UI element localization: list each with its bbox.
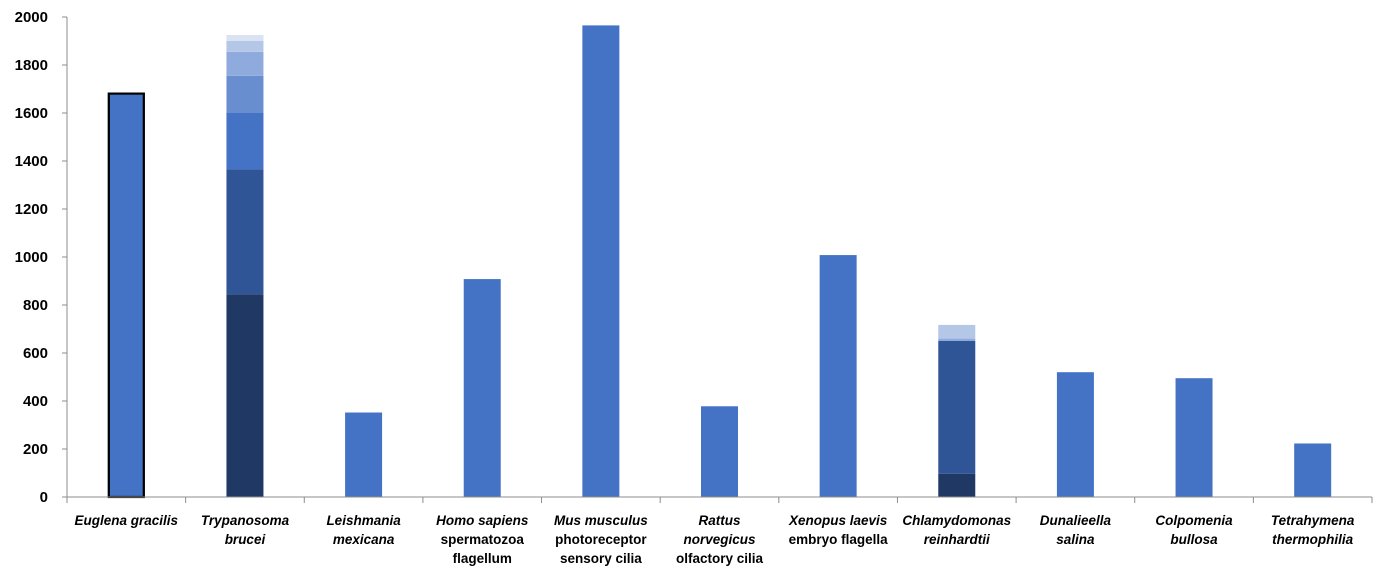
bar-segment — [819, 255, 857, 497]
y-tick-label: 800 — [23, 297, 48, 314]
category-label: Trypanosoma — [201, 513, 290, 528]
category-label: bullosa — [1170, 532, 1218, 547]
category-label: Xenopus laevis — [788, 513, 888, 528]
bar-group — [1175, 378, 1213, 497]
bar-segment — [582, 25, 620, 498]
bar-segment — [1294, 443, 1332, 497]
category-label: photoreceptor — [555, 532, 647, 547]
category-label: embryo flagella — [789, 532, 889, 547]
category-label: Euglena gracilis — [75, 513, 179, 528]
bar-group — [345, 412, 383, 497]
bar-segment — [226, 35, 264, 41]
category-label: Tetrahymena — [1271, 513, 1355, 528]
category-label: Homo sapiens — [436, 513, 529, 528]
y-axis-ticks: 0 200 400 600 800 1000 1200 1400 1600 1800 2000 — [15, 9, 67, 506]
bar-segment — [938, 324, 976, 339]
category-label: salina — [1056, 532, 1095, 547]
category-label: thermophilia — [1272, 532, 1353, 547]
category-label: reinhardtii — [924, 532, 990, 547]
y-tick-label: 1200 — [15, 201, 48, 218]
bar-segment — [226, 41, 264, 52]
bar-segment — [226, 169, 264, 295]
bar-segment — [463, 279, 501, 497]
category-label: olfactory cilia — [676, 551, 764, 566]
bar-group — [107, 92, 145, 499]
bar-group — [938, 324, 976, 497]
category-label: Colpomenia — [1155, 513, 1233, 528]
bar-segment — [938, 341, 976, 474]
y-tick-label: 1400 — [15, 153, 48, 170]
y-tick-label: 2000 — [15, 9, 48, 26]
bar-group — [701, 406, 738, 497]
category-label: mexicana — [333, 532, 395, 547]
y-tick-label: 600 — [23, 345, 48, 362]
y-tick-label: 1800 — [15, 57, 48, 74]
category-label: Chlamydomonas — [902, 513, 1011, 528]
category-label: spermatozoa — [441, 532, 525, 547]
bar-segment — [226, 113, 264, 170]
x-axis-labels: Euglena gracilis Trypanosoma brucei Leishma… — [75, 513, 1355, 566]
bars — [107, 25, 1332, 499]
category-label: Mus musculus — [554, 513, 648, 528]
axes — [66, 17, 1373, 503]
category-label: Rattus — [698, 513, 740, 528]
y-tick-label: 0 — [40, 489, 48, 506]
bar-group — [1056, 372, 1094, 497]
category-label: Dunalieella — [1040, 513, 1112, 528]
y-tick-label: 1000 — [15, 249, 48, 266]
y-tick-label: 400 — [23, 393, 48, 410]
bar-group — [1294, 443, 1332, 497]
bar-segment — [107, 92, 145, 497]
y-tick-label: 200 — [23, 441, 48, 458]
bar-group — [226, 35, 264, 497]
bar-segment — [345, 412, 383, 497]
bar-segment — [938, 473, 976, 497]
bar-segment — [226, 51, 264, 76]
bar-group — [582, 25, 620, 498]
category-label: sensory cilia — [560, 551, 642, 566]
category-label: brucei — [225, 532, 266, 547]
bar-segment — [938, 338, 976, 341]
category-label: flagellum — [453, 551, 512, 566]
bar-segment — [701, 406, 738, 497]
category-label: norvegicus — [683, 532, 756, 547]
category-label: Leishmania — [326, 513, 401, 528]
y-tick-label: 1600 — [15, 105, 48, 122]
bar-group — [463, 279, 501, 497]
bar-segment — [226, 75, 264, 113]
bar-segment — [226, 294, 264, 497]
bar-segment — [1056, 372, 1094, 497]
bar-segment — [1175, 378, 1213, 497]
bar-group — [819, 255, 857, 497]
